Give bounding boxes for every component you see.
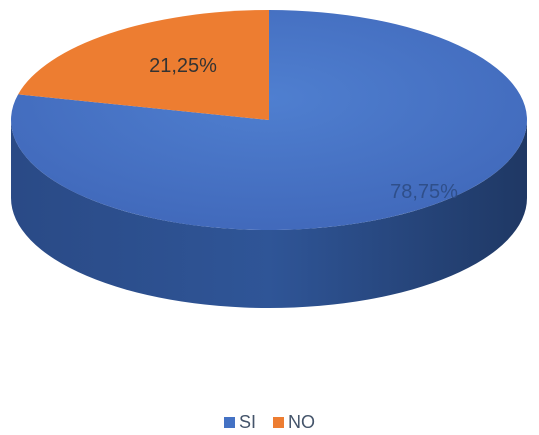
legend-item-si: SI	[223, 412, 256, 432]
data-label-no: 21,25%	[149, 55, 217, 77]
pie-slice-si	[10, 10, 527, 230]
data-label-si: 78,75%	[390, 181, 458, 203]
legend-label-si: SI	[238, 412, 256, 432]
pie-side-si	[11, 120, 527, 308]
pie-slice-no	[18, 10, 270, 120]
legend-swatch-si	[223, 417, 235, 428]
legend-label-no: NO	[288, 412, 316, 432]
legend: SI NO	[0, 412, 539, 432]
legend-swatch-no	[273, 417, 285, 428]
legend-item-no: NO	[273, 412, 315, 432]
